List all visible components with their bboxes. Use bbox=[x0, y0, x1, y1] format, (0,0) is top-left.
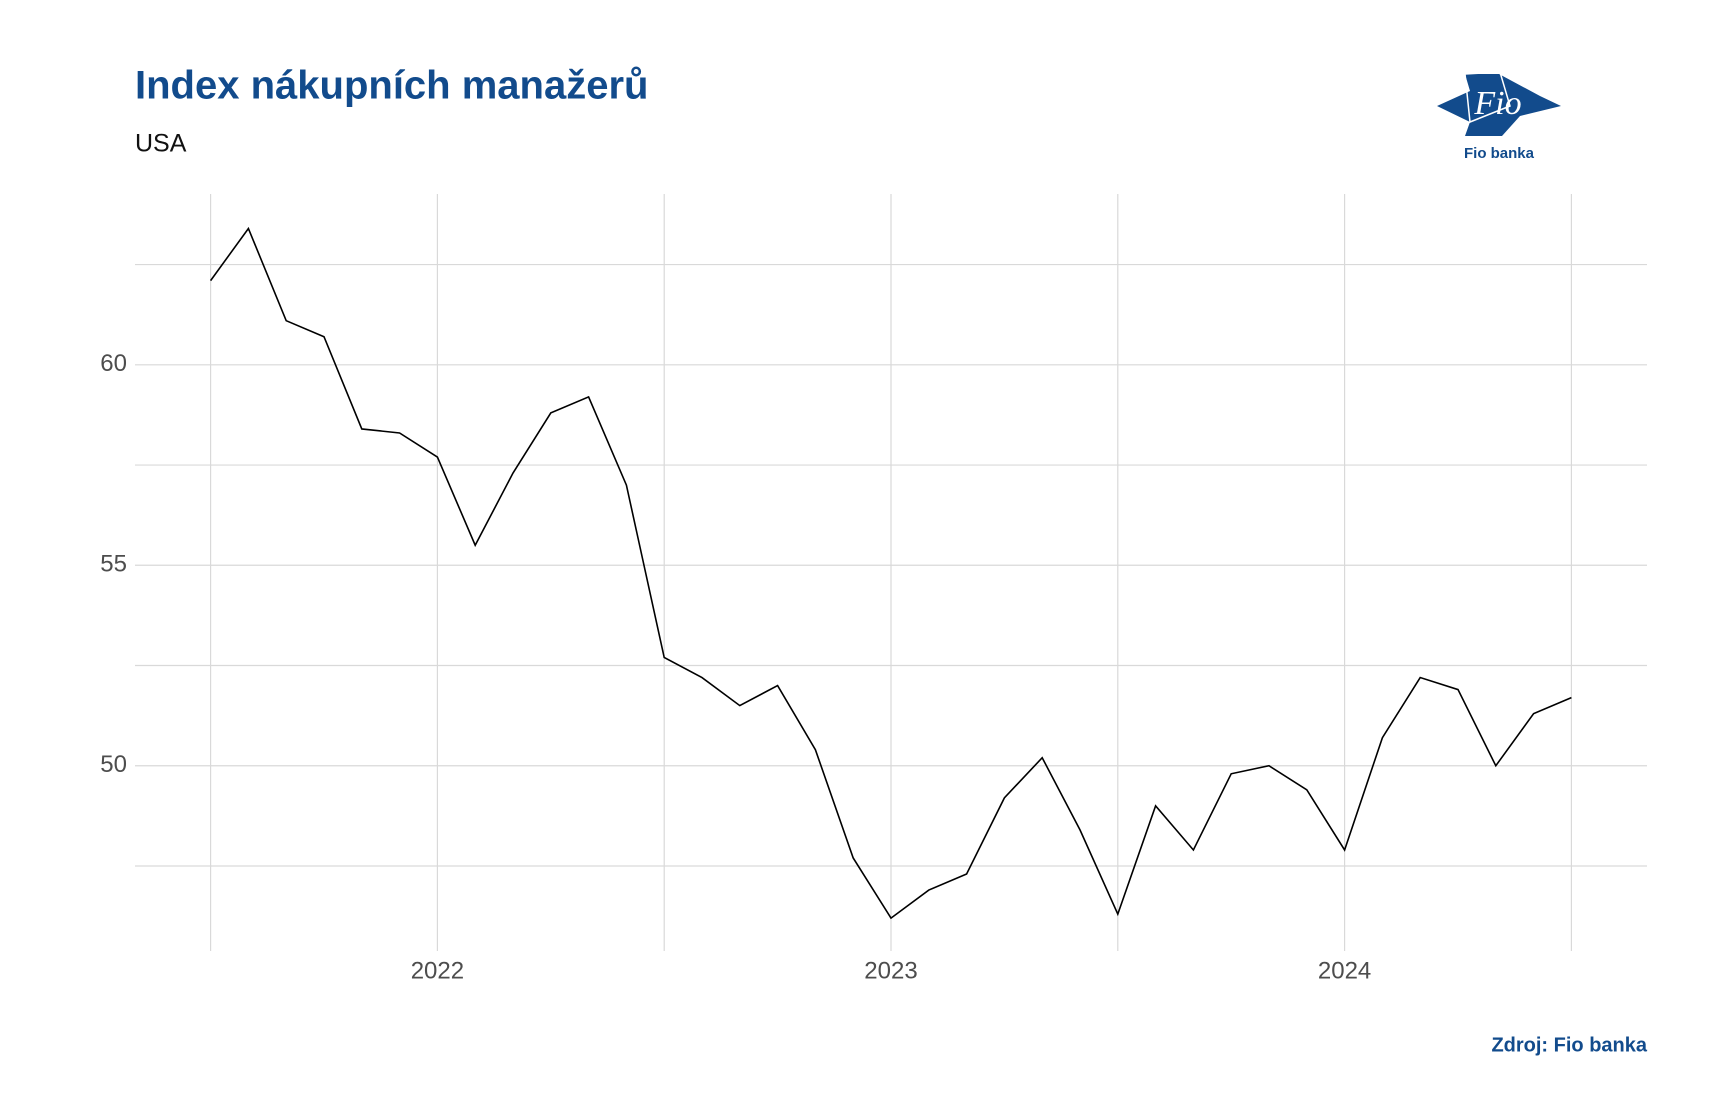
line bbox=[209, 226, 1572, 920]
y-tick-label: 60 bbox=[100, 350, 127, 377]
logo-mark: Fio bbox=[1473, 85, 1521, 122]
logo-outline bbox=[1464, 71, 1511, 124]
chart-title: Index nákupních manažerů bbox=[135, 64, 648, 108]
y-tick-label: 55 bbox=[100, 551, 127, 578]
logo-name: Fio banka bbox=[1464, 145, 1535, 162]
plot-area: 50 55 60 2022 2023 2024 bbox=[100, 194, 1647, 984]
chart-subtitle: USA bbox=[135, 130, 187, 158]
logo: Fio Fio banka bbox=[1437, 71, 1561, 162]
logo-shape bbox=[1437, 74, 1561, 136]
x-tick-label: 2023 bbox=[864, 957, 917, 984]
x-tick-label: 2024 bbox=[1318, 957, 1371, 984]
y-tick-label: 50 bbox=[100, 751, 127, 778]
source: Zdroj: Fio banka bbox=[1491, 1034, 1647, 1056]
x-tick-label: 2022 bbox=[411, 957, 464, 984]
